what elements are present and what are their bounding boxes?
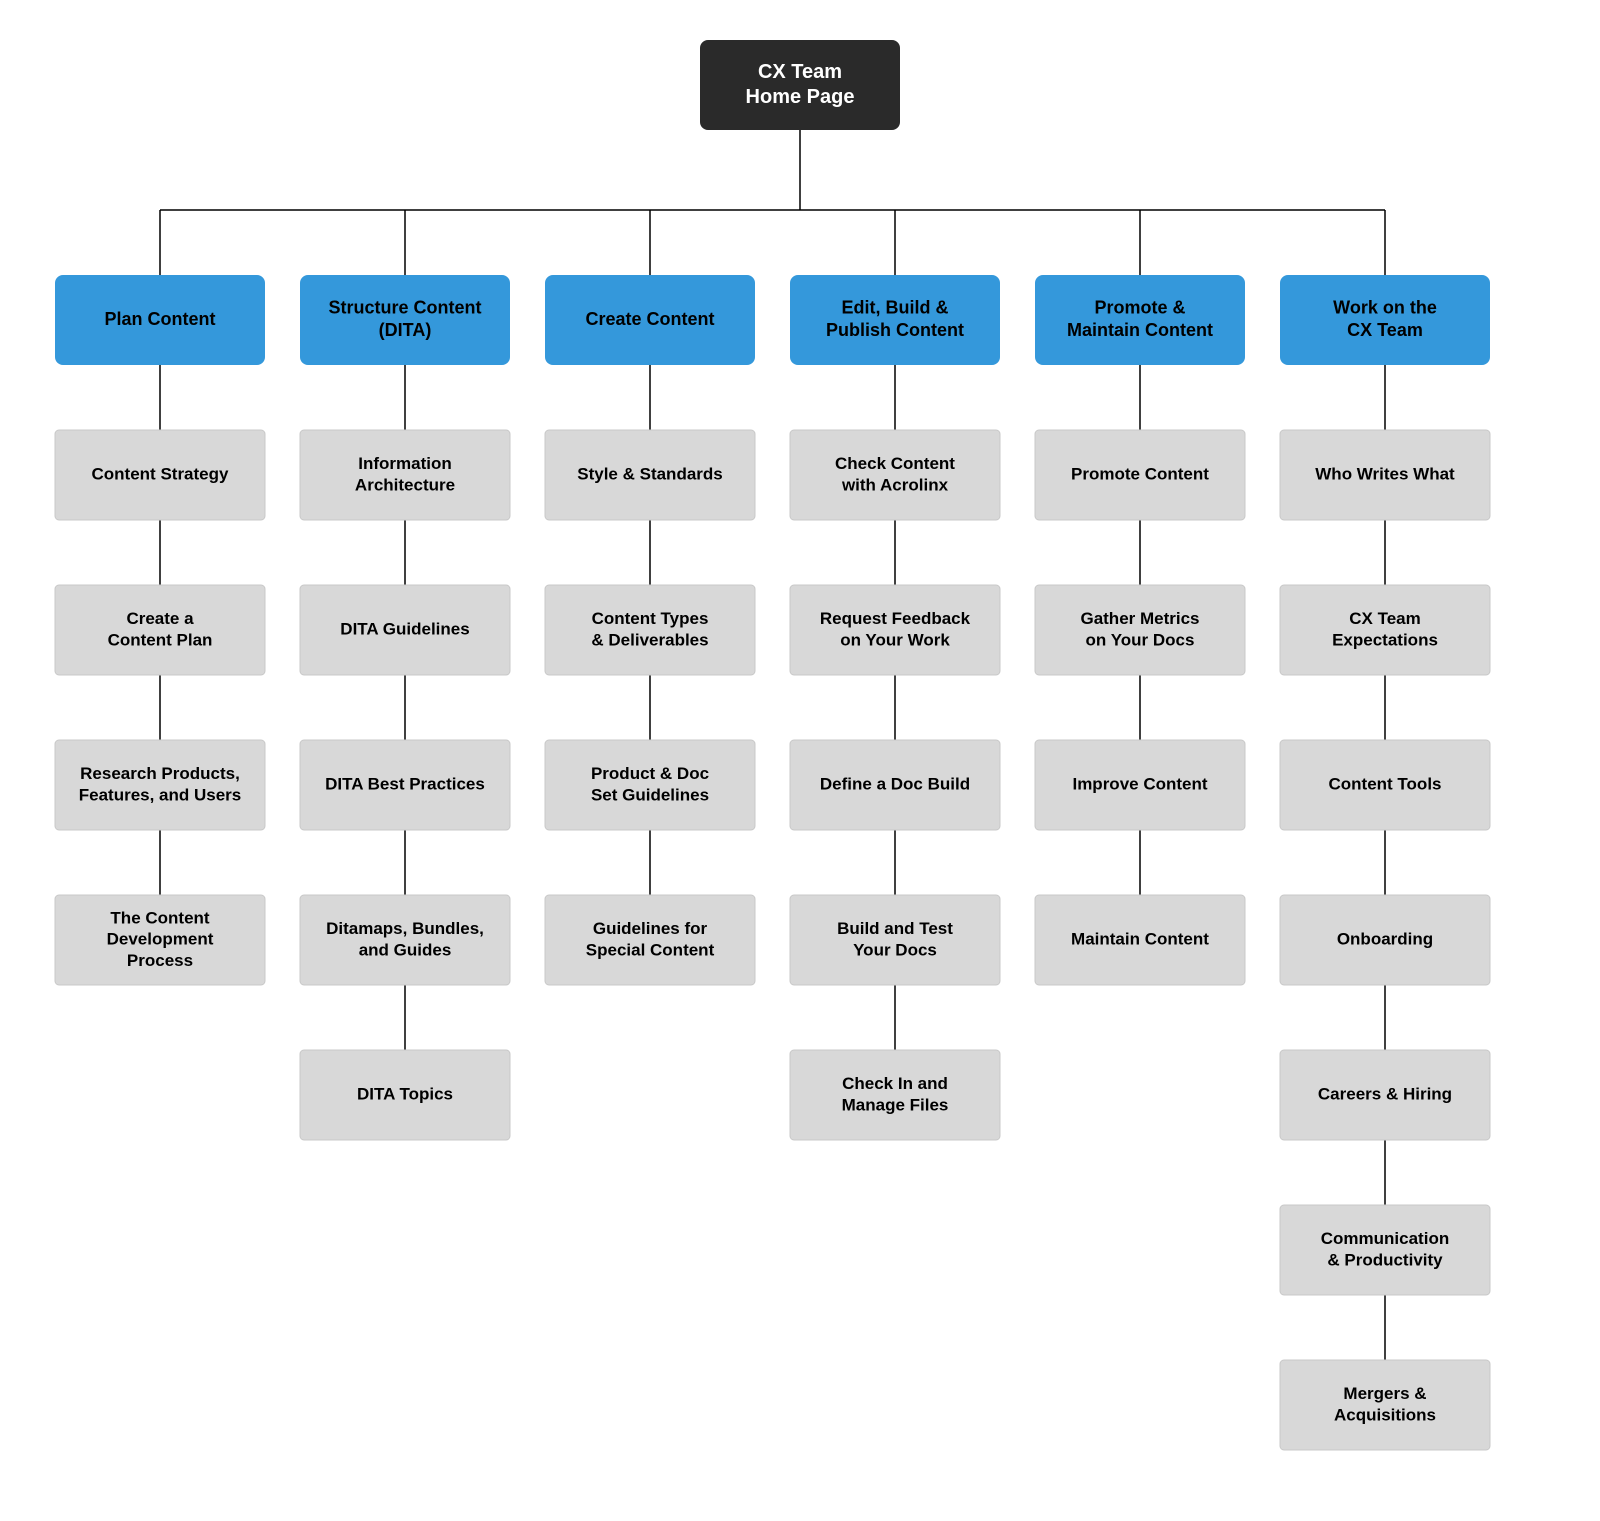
leaf-promote-2: Improve Content — [1035, 740, 1245, 830]
leaf-work-5-label: Communication — [1321, 1229, 1449, 1248]
leaf-plan-1-label: Create a — [126, 609, 194, 628]
category-structure-label: (DITA) — [379, 320, 432, 340]
leaf-plan-0: Content Strategy — [55, 430, 265, 520]
leaf-edit-2-label: Define a Doc Build — [820, 775, 970, 794]
leaf-work-5: Communication & Productivity — [1280, 1205, 1490, 1295]
category-create: Create Content — [545, 275, 755, 365]
leaf-plan-0-label: Content Strategy — [92, 465, 230, 484]
leaf-create-3-label: Guidelines for — [593, 919, 708, 938]
leaf-promote-1: Gather Metrics on Your Docs — [1035, 585, 1245, 675]
category-promote-label: Promote & — [1094, 298, 1185, 318]
leaf-work-4-label: Careers & Hiring — [1318, 1085, 1452, 1104]
leaf-structure-0: Information Architecture — [300, 430, 510, 520]
leaf-create-0-label: Style & Standards — [577, 465, 723, 484]
leaf-structure-0-label: Architecture — [355, 475, 455, 494]
leaf-edit-0: Check Content with Acrolinx — [790, 430, 1000, 520]
category-edit-label: Publish Content — [826, 320, 964, 340]
category-work: Work on theCX Team — [1280, 275, 1490, 365]
leaf-structure-3-label: Ditamaps, Bundles, — [326, 919, 484, 938]
leaf-work-6: Mergers & Acquisitions — [1280, 1360, 1490, 1450]
category-plan-label: Plan Content — [105, 309, 216, 329]
leaf-structure-4: DITA Topics — [300, 1050, 510, 1140]
root-node: CX Team Home Page — [700, 40, 900, 130]
leaf-create-1-label: Content Types — [592, 609, 709, 628]
leaf-create-2-label: Set Guidelines — [591, 785, 709, 804]
leaf-create-2-label: Product & Doc — [591, 764, 709, 783]
leaf-structure-3-label: and Guides — [359, 940, 452, 959]
leaf-work-3-label: Onboarding — [1337, 930, 1433, 949]
leaf-edit-4-label: Check In and — [842, 1074, 948, 1093]
category-create-label: Create Content — [585, 309, 714, 329]
leaf-plan-1: Create a Content Plan — [55, 585, 265, 675]
category-promote: Promote &Maintain Content — [1035, 275, 1245, 365]
category-plan: Plan Content — [55, 275, 265, 365]
leaf-plan-2-label: Features, and Users — [79, 785, 242, 804]
leaf-edit-3-label: Your Docs — [853, 940, 937, 959]
leaf-edit-1: Request Feedback on Your Work — [790, 585, 1000, 675]
leaf-work-4: Careers & Hiring — [1280, 1050, 1490, 1140]
leaf-structure-0-label: Information — [358, 454, 452, 473]
leaf-create-3: Guidelines for Special Content — [545, 895, 755, 985]
leaf-work-6-label: Mergers & — [1343, 1384, 1426, 1403]
leaf-structure-1: DITA Guidelines — [300, 585, 510, 675]
root-node-label: CX Team — [758, 61, 842, 83]
leaf-work-2: Content Tools — [1280, 740, 1490, 830]
leaf-edit-2: Define a Doc Build — [790, 740, 1000, 830]
org-tree-diagram: CX Team Home Page Plan Content Structure Co… — [0, 0, 1600, 1521]
leaf-promote-1-label: on Your Docs — [1086, 630, 1195, 649]
leaf-work-3: Onboarding — [1280, 895, 1490, 985]
leaf-work-5-label: & Productivity — [1327, 1250, 1443, 1269]
leaf-promote-0-label: Promote Content — [1071, 465, 1209, 484]
category-structure: Structure Content(DITA) — [300, 275, 510, 365]
leaf-edit-0-label: with Acrolinx — [841, 475, 949, 494]
leaf-edit-1-label: on Your Work — [840, 630, 950, 649]
leaf-work-1: CX Team Expectations — [1280, 585, 1490, 675]
leaf-plan-1-label: Content Plan — [108, 630, 213, 649]
leaf-create-3-label: Special Content — [586, 940, 715, 959]
leaf-promote-3-label: Maintain Content — [1071, 930, 1209, 949]
leaf-work-6-label: Acquisitions — [1334, 1405, 1436, 1424]
leaf-edit-0-label: Check Content — [835, 454, 955, 473]
leaf-promote-3: Maintain Content — [1035, 895, 1245, 985]
leaf-structure-2-label: DITA Best Practices — [325, 775, 485, 794]
leaf-structure-3: Ditamaps, Bundles, and Guides — [300, 895, 510, 985]
leaf-create-0: Style & Standards — [545, 430, 755, 520]
leaf-plan-2-label: Research Products, — [80, 764, 240, 783]
leaf-promote-1-label: Gather Metrics — [1080, 609, 1199, 628]
category-work-label: Work on the — [1333, 298, 1437, 318]
root-node-label: Home Page — [746, 86, 855, 108]
category-edit: Edit, Build &Publish Content — [790, 275, 1000, 365]
leaf-promote-2-label: Improve Content — [1072, 775, 1207, 794]
leaf-plan-3-label: Development — [107, 930, 214, 949]
leaf-structure-2: DITA Best Practices — [300, 740, 510, 830]
leaf-create-2: Product & Doc Set Guidelines — [545, 740, 755, 830]
leaf-structure-1-label: DITA Guidelines — [340, 620, 469, 639]
leaf-work-1-label: CX Team — [1349, 609, 1421, 628]
leaf-edit-3-label: Build and Test — [837, 919, 953, 938]
leaf-work-1-label: Expectations — [1332, 630, 1438, 649]
leaf-create-1: Content Types & Deliverables — [545, 585, 755, 675]
category-edit-label: Edit, Build & — [842, 298, 949, 318]
category-structure-label: Structure Content — [329, 298, 482, 318]
leaf-edit-4: Check In and Manage Files — [790, 1050, 1000, 1140]
leaf-edit-3: Build and Test Your Docs — [790, 895, 1000, 985]
leaf-work-0: Who Writes What — [1280, 430, 1490, 520]
leaf-structure-4-label: DITA Topics — [357, 1085, 453, 1104]
category-promote-label: Maintain Content — [1067, 320, 1213, 340]
category-work-label: CX Team — [1347, 320, 1423, 340]
leaf-edit-1-label: Request Feedback — [820, 609, 971, 628]
leaf-work-0-label: Who Writes What — [1315, 465, 1455, 484]
leaf-edit-4-label: Manage Files — [842, 1095, 949, 1114]
leaf-plan-2: Research Products, Features, and Users — [55, 740, 265, 830]
leaf-plan-3-label: Process — [127, 951, 193, 970]
leaf-promote-0: Promote Content — [1035, 430, 1245, 520]
leaf-create-1-label: & Deliverables — [591, 630, 708, 649]
leaf-plan-3: The Content Development Process — [55, 895, 265, 985]
leaf-plan-3-label: The Content — [110, 908, 209, 927]
leaf-work-2-label: Content Tools — [1329, 775, 1442, 794]
